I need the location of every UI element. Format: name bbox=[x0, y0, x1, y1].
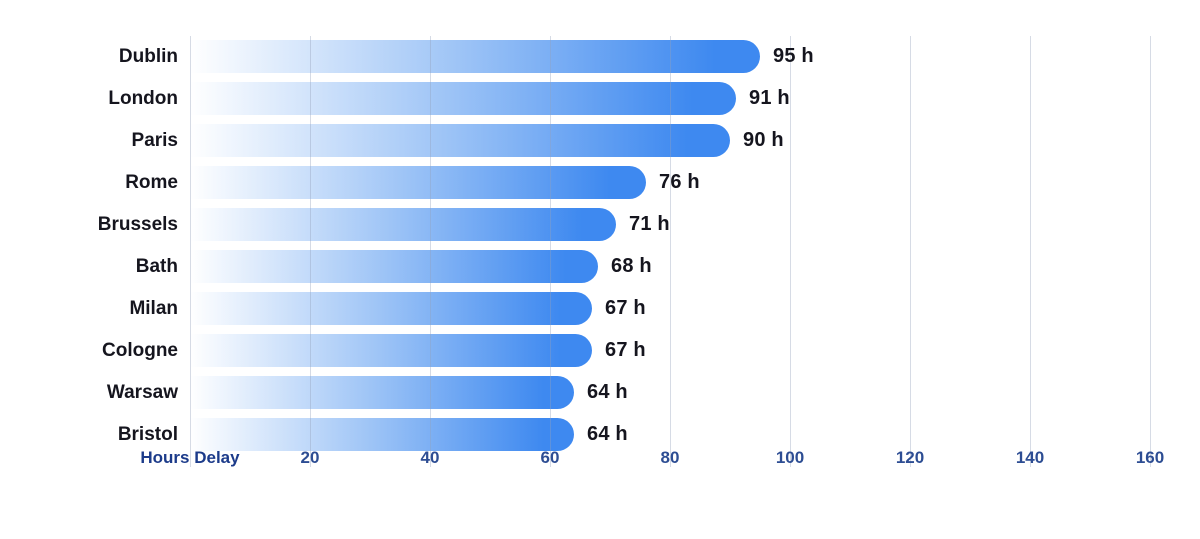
value-label-paris: 90 h bbox=[743, 129, 784, 151]
x-tick-label-80: 80 bbox=[660, 448, 680, 467]
value-label-warsaw: 64 h bbox=[587, 381, 628, 403]
bar-london bbox=[190, 82, 736, 115]
category-label-london: London bbox=[108, 88, 178, 109]
category-label-dublin: Dublin bbox=[118, 46, 178, 67]
bar-paris bbox=[190, 124, 730, 157]
bar-milan bbox=[190, 292, 592, 325]
x-tick-label-60: 60 bbox=[540, 448, 560, 467]
value-label-rome: 76 h bbox=[659, 171, 700, 193]
bar-cologne bbox=[190, 334, 592, 367]
gridline-60 bbox=[550, 36, 551, 467]
category-label-warsaw: Warsaw bbox=[106, 382, 178, 403]
category-label-paris: Paris bbox=[131, 130, 178, 151]
gridline-80 bbox=[670, 36, 671, 467]
bar-dublin bbox=[190, 40, 760, 73]
value-label-bristol: 64 h bbox=[587, 423, 628, 445]
category-label-cologne: Cologne bbox=[102, 340, 178, 361]
bar-bath bbox=[190, 250, 598, 283]
category-label-bath: Bath bbox=[135, 256, 178, 277]
x-axis-title: Hours Delay bbox=[140, 448, 240, 467]
gridline-0 bbox=[190, 36, 191, 467]
x-tick-label-40: 40 bbox=[420, 448, 440, 467]
value-label-milan: 67 h bbox=[605, 297, 646, 319]
gridline-120 bbox=[910, 36, 911, 467]
bar-bristol bbox=[190, 418, 574, 451]
value-label-bath: 68 h bbox=[611, 255, 652, 277]
gridline-40 bbox=[430, 36, 431, 467]
x-tick-label-20: 20 bbox=[300, 448, 320, 467]
value-label-london: 91 h bbox=[749, 87, 790, 109]
gridline-100 bbox=[790, 36, 791, 467]
plot-area: 95 h 91 h 90 h 76 h 71 h 68 h 67 h 67 h 64 h 64 h bbox=[190, 36, 1151, 467]
bar-warsaw bbox=[190, 376, 574, 409]
category-label-bristol: Bristol bbox=[117, 424, 178, 445]
x-tick-label-100: 100 bbox=[775, 448, 805, 467]
bar-rome bbox=[190, 166, 646, 199]
category-label-milan: Milan bbox=[129, 298, 178, 319]
gridline-20 bbox=[310, 36, 311, 467]
category-label-brussels: Brussels bbox=[97, 214, 178, 235]
value-label-dublin: 95 h bbox=[773, 45, 814, 67]
bar-brussels bbox=[190, 208, 616, 241]
gridline-140 bbox=[1030, 36, 1031, 467]
x-tick-label-160: 160 bbox=[1135, 448, 1165, 467]
gridline-160 bbox=[1150, 36, 1151, 467]
value-label-brussels: 71 h bbox=[629, 213, 670, 235]
category-label-rome: Rome bbox=[125, 172, 178, 193]
x-tick-label-120: 120 bbox=[895, 448, 925, 467]
x-tick-label-140: 140 bbox=[1015, 448, 1045, 467]
value-label-cologne: 67 h bbox=[605, 339, 646, 361]
